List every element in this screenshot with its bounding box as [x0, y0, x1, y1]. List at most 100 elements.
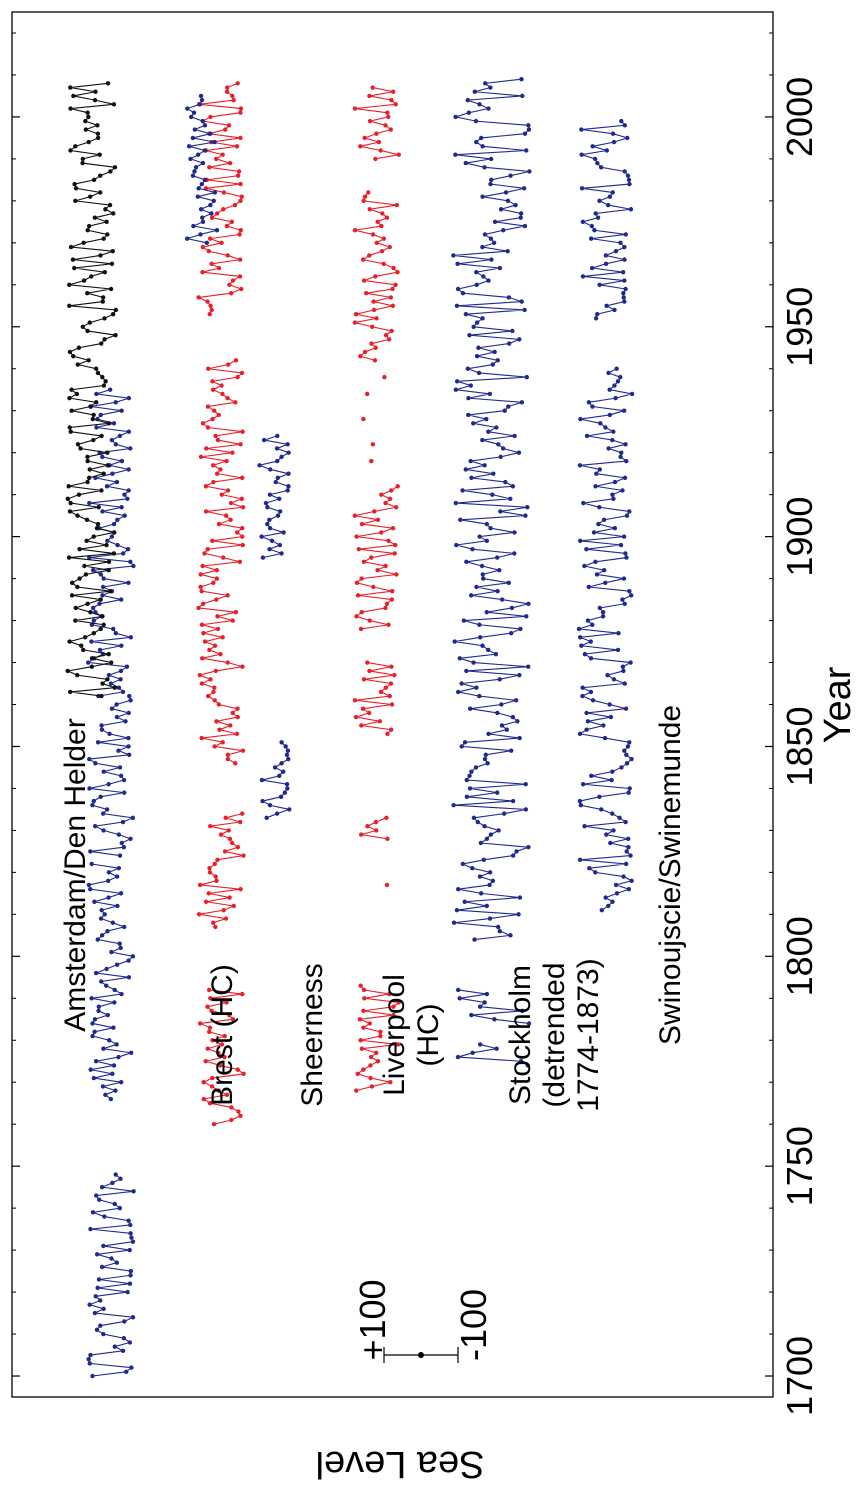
swinoujscie-swinemunde-series-point: [603, 895, 608, 900]
swinoujscie-swinemunde-series-point: [622, 748, 627, 753]
amsterdam-den-helder-series-point: [98, 1323, 103, 1328]
amsterdam-den-helder-modern-series-point: [100, 614, 105, 619]
brest-hc-series-point: [238, 198, 243, 204]
liverpool-hc-series-point: [373, 274, 378, 279]
liverpool-hc-series-point: [391, 1004, 396, 1009]
amsterdam-den-helder-series-point: [119, 505, 124, 510]
brest-hc-series-point: [225, 752, 231, 758]
liverpool-hc-series-point: [359, 521, 365, 527]
amsterdam-den-helder-series-point: [105, 878, 111, 883]
liverpool-hc-point: [361, 416, 366, 422]
amsterdam-den-helder-series-point: [89, 639, 94, 644]
stockholm-detrended-1774-1873-series: [455, 987, 532, 1026]
liverpool-hc-point: [370, 442, 376, 447]
amsterdam-den-helder-series-point: [101, 828, 106, 833]
sheerness-series-point: [200, 118, 205, 124]
swinoujscie-swinemunde-series-point: [629, 878, 634, 883]
stockholm-detrended-1774-1873-series-point: [495, 358, 500, 363]
liverpool-hc-series-point: [355, 1071, 360, 1077]
swinoujscie-swinemunde-series-point: [597, 467, 603, 472]
amsterdam-den-helder-series-point: [128, 559, 133, 565]
sheerness-series-point: [281, 530, 286, 535]
stockholm-detrended-1774-1873-series-point: [468, 593, 474, 598]
stockholm-detrended-1774-1873-series-point: [479, 563, 485, 569]
amsterdam-den-helder-modern-series-point: [80, 324, 85, 329]
stockholm-detrended-1774-1873-series-point: [451, 920, 457, 925]
liverpool-hc-series-point: [383, 500, 388, 506]
stockholm-detrended-1774-1873-series-point: [482, 463, 487, 468]
stockholm-detrended-1774-1873-series-point: [506, 341, 512, 346]
swinoujscie-swinemunde-series-point: [579, 186, 585, 191]
liverpool-hc-series-point: [362, 349, 368, 355]
stockholm-detrended-1774-1873-series-point: [477, 622, 482, 627]
amsterdam-den-helder-modern-series-point: [69, 387, 74, 392]
amsterdam-den-helder-modern-series-point: [103, 207, 108, 212]
amsterdam-den-helder-series-point: [122, 924, 127, 930]
brest-hc-series-point: [199, 588, 204, 594]
amsterdam-den-helder-series-point: [122, 513, 127, 518]
stockholm-detrended-1774-1873-series-point: [452, 639, 457, 644]
amsterdam-den-helder-series-point: [116, 685, 122, 690]
stockholm-detrended-1774-1873-series-point: [510, 328, 515, 334]
liverpool-hc-series-point: [379, 492, 384, 497]
liverpool-hc-series-point: [389, 597, 395, 602]
amsterdam-den-helder-series-point: [119, 840, 124, 846]
amsterdam-den-helder-modern-series-point: [91, 437, 96, 443]
liverpool-hc-series-point: [390, 526, 396, 531]
brest-hc-series-point: [219, 240, 224, 246]
amsterdam-den-helder-modern-series-point: [105, 677, 110, 682]
amsterdam-den-helder-series-point: [125, 496, 130, 502]
swinoujscie-swinemunde-series-point: [601, 567, 607, 573]
brest-hc-series-point: [226, 123, 232, 128]
brest-hc-series-point: [210, 538, 215, 544]
stockholm-detrended-1774-1873-series-point: [465, 97, 471, 103]
amsterdam-den-helder-series-point: [126, 744, 131, 749]
amsterdam-den-helder-modern-series-point: [83, 127, 89, 132]
swinoujscie-swinemunde-series-point: [577, 731, 583, 737]
liverpool-hc-series-point: [372, 358, 378, 363]
stockholm-detrended-1774-1873-series-point: [495, 710, 500, 716]
brest-hc-series-point: [235, 844, 241, 850]
x-tick-label: 1800: [779, 916, 820, 996]
brest-hc-series-point: [211, 408, 217, 413]
swinoujscie-swinemunde-series-point: [591, 530, 597, 535]
swinoujscie-swinemunde-series: [576, 366, 635, 913]
brest-hc-series-point: [234, 530, 240, 535]
stockholm-detrended-1774-1873-series-point: [510, 853, 516, 858]
liverpool-hc-series-point: [366, 190, 371, 195]
brest-hc-series: [196, 81, 244, 317]
sheerness-series-point: [259, 534, 264, 539]
amsterdam-den-helder-modern-series-point: [111, 102, 117, 107]
stockholm-detrended-1774-1873-series-point: [474, 584, 479, 590]
swinoujscie-swinemunde-series-point: [594, 572, 600, 577]
amsterdam-den-helder-series-point: [106, 895, 111, 900]
brest-hc-series-point: [235, 374, 240, 380]
sheerness-series-line: [257, 435, 291, 559]
brest-hc-series-point: [210, 1075, 215, 1081]
swinoujscie-swinemunde-series-point: [621, 576, 627, 581]
swinoujscie-swinemunde-series-point: [577, 857, 583, 862]
swinoujscie-swinemunde-series-point: [624, 752, 629, 758]
amsterdam-den-helder-series-point: [94, 1327, 100, 1333]
amsterdam-den-helder-series-point: [122, 492, 127, 497]
brest-hc-series-point: [221, 555, 226, 560]
swinoujscie-swinemunde-series-point: [624, 849, 629, 854]
stockholm-detrended-1774-1873-series-point: [510, 484, 516, 489]
swinoujscie-swinemunde-series-point: [595, 311, 600, 317]
brest-hc-series-point: [218, 467, 223, 472]
amsterdam-den-helder-series-point: [99, 1184, 105, 1190]
amsterdam-den-helder-series-point: [128, 1231, 133, 1236]
sheerness-series-point: [263, 500, 269, 506]
liverpool-hc-series-point: [367, 93, 372, 99]
stockholm-detrended-1774-1873-series-point: [451, 803, 456, 808]
brest-hc-series-point: [206, 891, 211, 896]
amsterdam-den-helder-series-point: [88, 1352, 93, 1358]
amsterdam-den-helder-series-point: [122, 1319, 127, 1324]
amsterdam-den-helder-modern-series-point: [68, 85, 73, 90]
amsterdam-den-helder-modern-series-point: [81, 240, 86, 246]
liverpool-hc-series-point: [371, 584, 376, 590]
stockholm-detrended-1774-1873-series-point: [520, 93, 525, 99]
amsterdam-den-helder-modern-series-point: [73, 618, 78, 623]
liverpool-hc-series-point: [355, 593, 361, 598]
